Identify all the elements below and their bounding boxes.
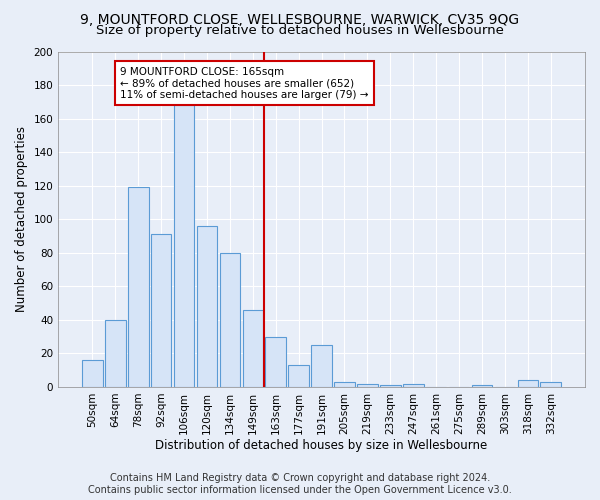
Bar [82, 360, 103, 387]
Bar [105, 320, 125, 387]
Bar [151, 234, 172, 387]
Text: Size of property relative to detached houses in Wellesbourne: Size of property relative to detached ho… [96, 24, 504, 37]
Text: 9 MOUNTFORD CLOSE: 165sqm
← 89% of detached houses are smaller (652)
11% of semi: 9 MOUNTFORD CLOSE: 165sqm ← 89% of detac… [120, 66, 368, 100]
Bar [541, 382, 561, 387]
Bar [289, 365, 309, 387]
Bar [265, 336, 286, 387]
X-axis label: Distribution of detached houses by size in Wellesbourne: Distribution of detached houses by size … [155, 440, 488, 452]
Bar [128, 188, 149, 387]
Y-axis label: Number of detached properties: Number of detached properties [15, 126, 28, 312]
Bar [220, 253, 240, 387]
Bar [242, 310, 263, 387]
Bar [197, 226, 217, 387]
Bar [380, 386, 401, 387]
Bar [311, 345, 332, 387]
Text: Contains HM Land Registry data © Crown copyright and database right 2024.
Contai: Contains HM Land Registry data © Crown c… [88, 474, 512, 495]
Bar [357, 384, 378, 387]
Bar [403, 384, 424, 387]
Bar [174, 105, 194, 387]
Bar [472, 386, 493, 387]
Bar [334, 382, 355, 387]
Text: 9, MOUNTFORD CLOSE, WELLESBOURNE, WARWICK, CV35 9QG: 9, MOUNTFORD CLOSE, WELLESBOURNE, WARWIC… [80, 12, 520, 26]
Bar [518, 380, 538, 387]
